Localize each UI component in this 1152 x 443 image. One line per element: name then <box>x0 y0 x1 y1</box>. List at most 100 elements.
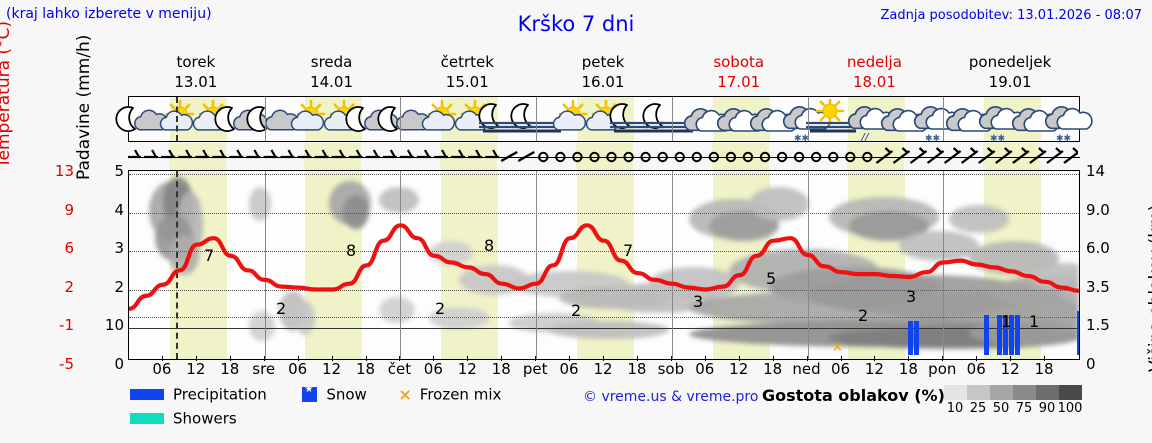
x-tick-mark <box>806 356 808 361</box>
day-separator <box>536 171 538 359</box>
x-tick-label: 06 <box>559 360 579 378</box>
x-tick-label: 06 <box>152 360 172 378</box>
x-tick-label: 18 <box>220 360 240 378</box>
colorbar-tick-label: 75 <box>1015 401 1033 416</box>
day-name: ponedeljek <box>968 53 1052 71</box>
wind-baseline <box>128 157 1080 158</box>
current-time-line <box>176 97 178 141</box>
location-hint: (kraj lahko izberete v meniju) <box>6 6 212 22</box>
x-tick-label: 18 <box>491 360 511 378</box>
x-tick-label: pon <box>928 360 957 378</box>
weather-icon-cell <box>290 97 326 141</box>
sun-cloud-icon <box>290 99 326 131</box>
cloud-height-tick: 14 <box>1086 162 1106 180</box>
temperature-value-label: 2 <box>276 299 287 318</box>
svg-text:×: × <box>832 340 843 355</box>
cloud-height-tick: 1.5 <box>1086 316 1110 334</box>
x-tick-mark <box>535 356 537 361</box>
colorbar-segment <box>967 385 990 400</box>
day-header-strip: torek 13.01 sreda 14.01 četrtek 15.01 petek 16.… <box>128 52 1080 94</box>
copyright-link[interactable]: © vreme.us & vreme.pro <box>583 389 759 405</box>
temperature-value-label: 1 <box>1029 312 1040 331</box>
x-tick-label: 12 <box>186 360 206 378</box>
x-tick-mark <box>229 356 231 361</box>
colorbar-segment <box>990 385 1013 400</box>
day-name: torek <box>176 53 216 71</box>
precipitation-tick: 3 <box>114 239 124 257</box>
day-separator <box>807 171 809 359</box>
legend-label-showers: Showers <box>173 409 237 428</box>
x-tick-label: 12 <box>457 360 477 378</box>
x-tick-label: 06 <box>288 360 308 378</box>
wind-barb-band <box>128 143 1080 171</box>
x-tick-mark <box>501 356 503 361</box>
day-header-četrtek: četrtek 15.01 <box>399 52 535 94</box>
legend: Precipitation Snow × Frozen mix Showers <box>130 384 690 435</box>
svg-text:✱✱: ✱✱ <box>990 134 1005 143</box>
weather-icon-band: ✱✱ // ✱✱ ✱✱ ✱✱ <box>115 96 1093 143</box>
cloud-height-tick: 0 <box>1086 354 1096 373</box>
x-tick-mark <box>636 356 638 361</box>
precipitation-swatch <box>130 389 164 400</box>
temperature-tick: 9 <box>64 200 74 219</box>
temperature-value-label: 3 <box>693 292 704 311</box>
day-date: 18.01 <box>852 73 896 91</box>
svg-text:✱✱: ✱✱ <box>794 134 809 143</box>
x-tick-label: 12 <box>729 360 749 378</box>
day-separator <box>264 171 266 359</box>
x-axis-tick-marks <box>128 356 1080 362</box>
wind-barbs <box>128 147 1078 164</box>
sun-cloud-icon <box>552 99 588 131</box>
x-tick-mark <box>874 356 876 361</box>
day-header-petek: petek 16.01 <box>535 52 671 94</box>
x-tick-label: 18 <box>1034 360 1054 378</box>
weather-icon-cell <box>421 97 457 141</box>
x-tick-label: 06 <box>695 360 715 378</box>
x-tick-label: sre <box>252 360 276 378</box>
x-tick-label: 06 <box>423 360 443 378</box>
x-tick-label: 18 <box>355 360 376 378</box>
x-tick-label: 18 <box>627 360 647 378</box>
temperature-value-label: 8 <box>484 236 495 255</box>
x-tick-mark <box>942 356 944 361</box>
precipitation-axis-ticks: 5 4 3 2 10 0 <box>94 160 124 373</box>
cloud-height-tick: 6.0 <box>1086 239 1110 257</box>
x-tick-label: pet <box>522 360 548 378</box>
day-name: četrtek <box>440 53 494 71</box>
temperature-value-label: 1 <box>1001 312 1012 331</box>
x-tick-label: 18 <box>898 360 918 378</box>
day-separator <box>943 171 945 359</box>
last-update-label: Zadnja posodobitev: 13.01.2026 - 08:07 <box>880 8 1142 23</box>
colorbar-segment <box>1036 385 1059 400</box>
snow-swatch <box>302 384 318 402</box>
weather-icon-cell <box>377 97 431 141</box>
colorbar-segment <box>944 385 967 400</box>
temperature-value-label: 3 <box>906 287 917 306</box>
frozen-mix-icon: × <box>398 385 412 404</box>
day-date: 14.01 <box>310 73 354 91</box>
weather-icon-cell <box>246 97 300 141</box>
day-separator <box>807 97 809 141</box>
temperature-tick: -5 <box>59 354 74 373</box>
cloud-density-field <box>149 177 1079 349</box>
x-tick-mark <box>1044 356 1046 361</box>
colorbar-segment <box>1059 385 1082 400</box>
x-tick-mark <box>365 356 367 361</box>
day-header-ponedeljek: ponedeljek 19.01 <box>942 52 1078 94</box>
x-tick-mark <box>569 356 571 361</box>
x-tick-mark <box>908 356 910 361</box>
temperature-axis-ticks: 13 9 6 2 -1 -5 <box>40 160 74 373</box>
day-header-sreda: sreda 14.01 <box>264 52 400 94</box>
precipitation-axis-title: Padavine (mm/h) <box>74 34 94 180</box>
day-separator <box>264 97 266 141</box>
temperature-tick: 2 <box>64 277 74 296</box>
day-date: 19.01 <box>988 73 1032 91</box>
colorbar-segment <box>1013 385 1036 400</box>
x-tick-mark <box>195 356 197 361</box>
moon-cloud-icon <box>246 106 300 132</box>
precipitation-tick: 5 <box>114 162 124 180</box>
day-separator <box>400 171 402 359</box>
